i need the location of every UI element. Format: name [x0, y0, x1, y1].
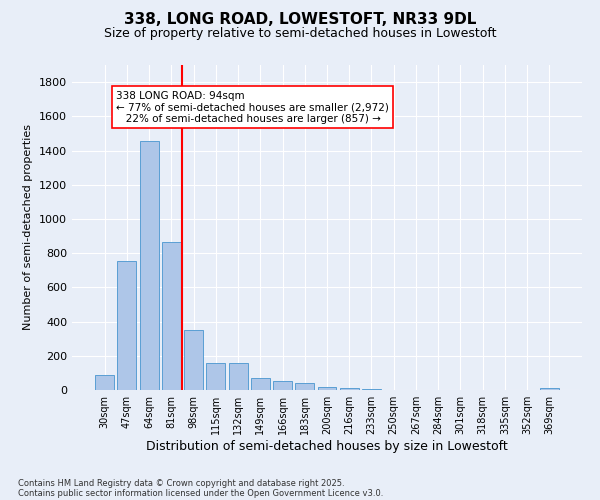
Bar — [229, 364, 248, 390]
X-axis label: Distribution of semi-detached houses by size in Lowestoft: Distribution of semi-detached houses by … — [146, 440, 508, 453]
Text: Contains HM Land Registry data © Crown copyright and database right 2025.: Contains HM Land Registry data © Crown c… — [18, 478, 344, 488]
Bar — [251, 378, 270, 390]
Y-axis label: Number of semi-detached properties: Number of semi-detached properties — [23, 124, 34, 330]
Bar — [118, 261, 136, 390]
Bar — [162, 242, 181, 390]
Bar — [273, 380, 292, 390]
Bar — [340, 388, 359, 390]
Text: Contains public sector information licensed under the Open Government Licence v3: Contains public sector information licen… — [18, 488, 383, 498]
Text: Size of property relative to semi-detached houses in Lowestoft: Size of property relative to semi-detach… — [104, 28, 496, 40]
Bar — [206, 364, 225, 390]
Bar — [295, 383, 314, 390]
Text: 338 LONG ROAD: 94sqm
← 77% of semi-detached houses are smaller (2,972)
   22% of: 338 LONG ROAD: 94sqm ← 77% of semi-detac… — [116, 90, 389, 124]
Bar — [317, 387, 337, 390]
Bar — [540, 388, 559, 390]
Bar — [95, 375, 114, 390]
Bar — [362, 389, 381, 390]
Text: 338, LONG ROAD, LOWESTOFT, NR33 9DL: 338, LONG ROAD, LOWESTOFT, NR33 9DL — [124, 12, 476, 28]
Bar — [140, 141, 158, 390]
Bar — [184, 330, 203, 390]
